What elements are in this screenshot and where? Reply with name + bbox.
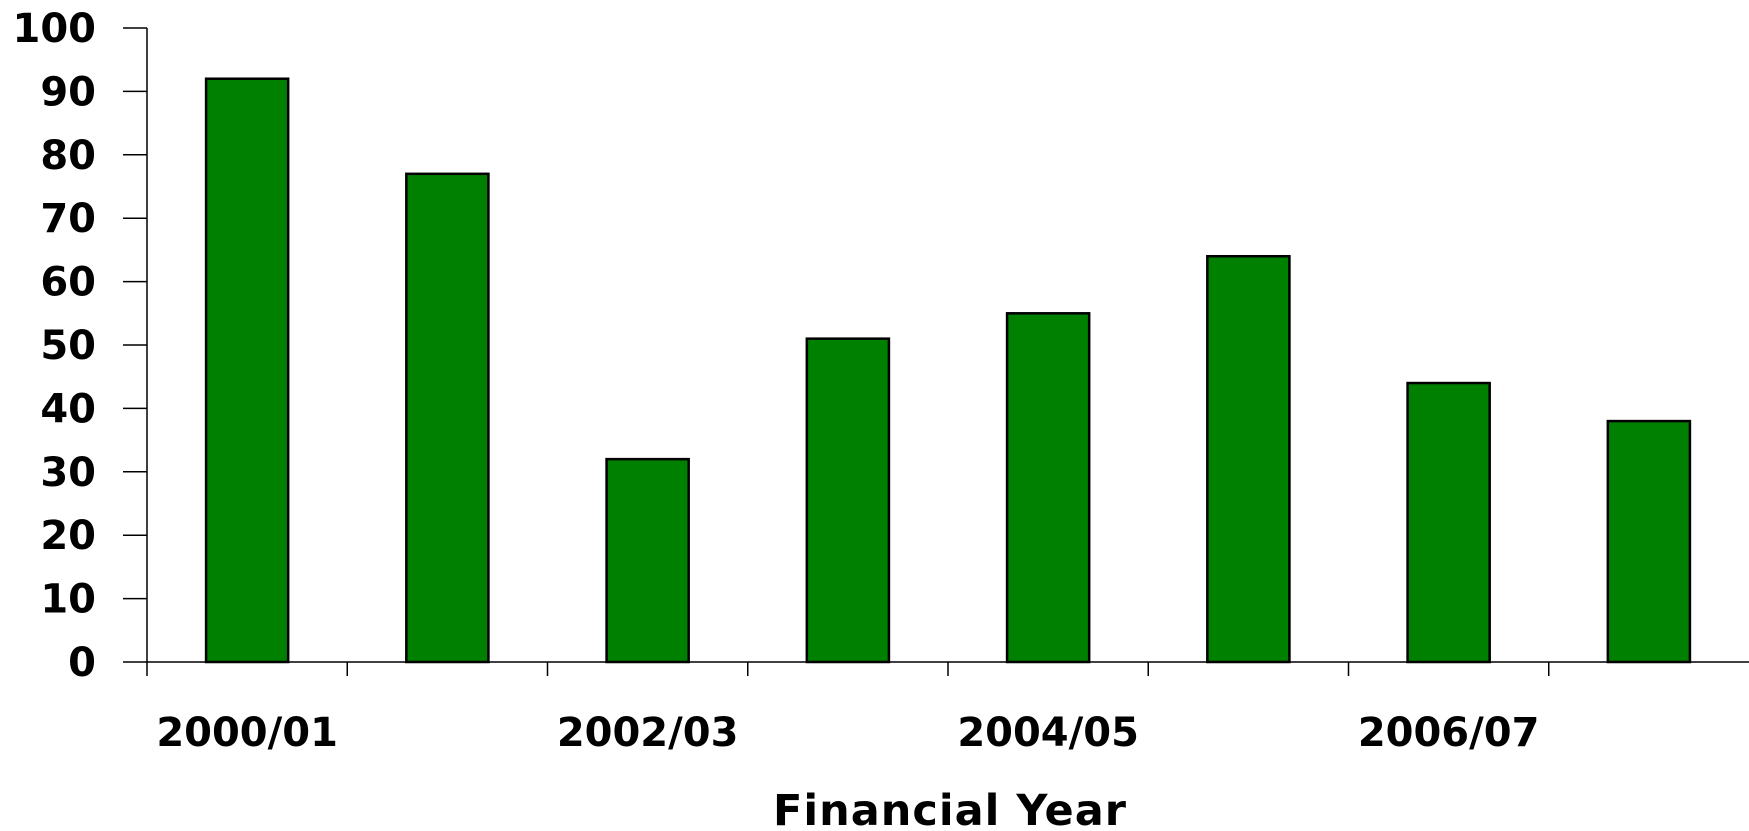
y-tick-label: 0 <box>68 640 96 686</box>
x-tick-label: 2004/05 <box>957 710 1139 756</box>
bar-2004-05 <box>1005 312 1091 664</box>
y-tick-label: 80 <box>40 133 96 179</box>
bar-2006-07 <box>1406 381 1491 664</box>
x-tick-label: 2002/03 <box>557 710 739 756</box>
x-axis-title: Financial Year <box>773 786 1127 831</box>
y-tick-label: 40 <box>40 386 96 432</box>
y-axis: 0 10 20 30 40 50 60 70 80 90 100 <box>13 6 148 686</box>
y-tick-label: 50 <box>40 323 96 369</box>
y-tick-label: 70 <box>40 196 96 242</box>
bars <box>204 77 1692 664</box>
y-tick-label: 100 <box>13 6 97 52</box>
y-tick-label: 60 <box>40 260 96 306</box>
bar-2002-03 <box>605 457 690 664</box>
bar-2001-02 <box>405 172 490 664</box>
y-tick-label: 90 <box>40 69 96 115</box>
bar-2005-06 <box>1206 254 1291 664</box>
y-tick-label: 30 <box>40 450 96 496</box>
bar-2000-01 <box>204 77 290 664</box>
y-tick-label: 20 <box>40 513 96 559</box>
bar-2007-08 <box>1606 419 1692 664</box>
x-tick-label: 2000/01 <box>156 710 338 756</box>
x-axis: 2000/01 2002/03 2004/05 2006/07 <box>146 661 1749 756</box>
y-tick-label: 10 <box>40 577 96 623</box>
bar-2003-04 <box>805 337 891 664</box>
x-tick-label: 2006/07 <box>1358 710 1540 756</box>
